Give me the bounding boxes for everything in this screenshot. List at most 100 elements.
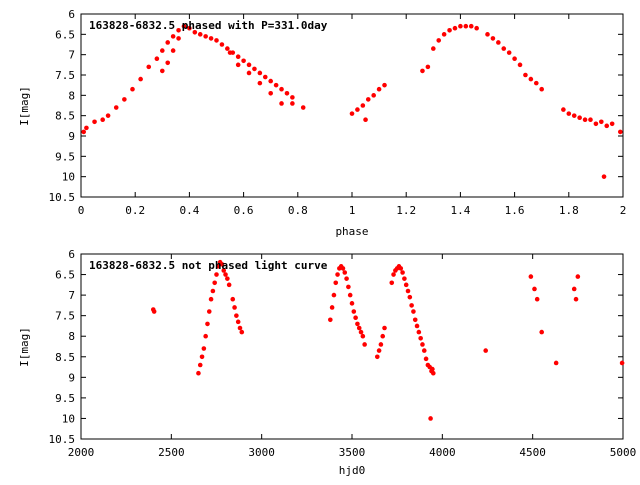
- y-tick-label: 7: [68, 49, 75, 62]
- data-point: [160, 68, 165, 74]
- data-point: [192, 30, 198, 35]
- data-point: [100, 117, 105, 123]
- data-point: [528, 76, 534, 82]
- data-point: [201, 346, 207, 351]
- data-point: [533, 80, 539, 86]
- data-point: [355, 107, 360, 112]
- data-point: [539, 329, 544, 335]
- data-point: [604, 123, 610, 129]
- data-point: [351, 309, 357, 314]
- data-point: [344, 276, 349, 281]
- data-point: [214, 38, 219, 43]
- y-tick-label: 9: [68, 371, 75, 384]
- data-point: [235, 62, 241, 68]
- data-point: [420, 342, 425, 347]
- data-point: [246, 70, 252, 76]
- data-point: [436, 38, 442, 43]
- data-point: [105, 113, 111, 118]
- data-point: [290, 95, 295, 100]
- data-point: [268, 78, 274, 84]
- x-tick-label: 0.4: [179, 204, 199, 217]
- x-tick-label: 3500: [339, 446, 366, 459]
- data-point: [235, 54, 241, 59]
- data-point: [358, 329, 364, 335]
- data-point: [237, 325, 243, 331]
- data-point: [619, 360, 625, 366]
- y-tick-label: 8.5: [55, 110, 75, 123]
- data-point: [425, 64, 431, 70]
- data-point: [81, 129, 87, 135]
- data-point: [360, 103, 366, 108]
- data-point: [423, 356, 429, 362]
- data-point: [340, 266, 346, 271]
- data-point: [146, 64, 152, 70]
- y-tick-label: 10: [62, 171, 75, 184]
- data-point: [262, 74, 268, 80]
- data-point: [571, 113, 577, 118]
- data-point: [347, 292, 353, 298]
- data-point: [331, 292, 337, 298]
- data-point: [203, 333, 208, 339]
- plot-area-frame: [80, 253, 624, 440]
- data-point: [257, 80, 263, 86]
- data-point: [197, 362, 203, 368]
- data-point: [407, 294, 413, 300]
- data-point: [208, 296, 214, 302]
- data-point: [353, 315, 358, 321]
- data-point: [225, 46, 230, 51]
- data-point: [421, 348, 427, 353]
- data-point: [405, 288, 411, 294]
- data-point: [418, 335, 423, 341]
- data-point: [483, 348, 488, 353]
- data-point: [181, 23, 187, 29]
- y-tick-label: 6: [68, 8, 75, 21]
- data-point: [566, 111, 572, 116]
- x-tick-label: 2: [620, 204, 627, 217]
- data-point: [376, 86, 382, 92]
- data-point: [219, 42, 225, 47]
- data-point: [221, 268, 227, 273]
- x-tick-label: 4500: [519, 446, 546, 459]
- x-tick-label: 0: [78, 204, 85, 217]
- x-tick-label: 0.6: [234, 204, 254, 217]
- data-point: [365, 97, 371, 102]
- data-point: [428, 416, 433, 421]
- data-point: [210, 288, 216, 294]
- data-point: [588, 117, 593, 123]
- x-tick-label: 3000: [248, 446, 275, 459]
- data-point: [447, 27, 452, 33]
- data-point: [273, 82, 279, 88]
- data-point: [216, 264, 221, 269]
- data-point: [122, 97, 127, 102]
- data-point: [92, 119, 97, 125]
- data-point: [349, 301, 355, 306]
- data-point: [382, 82, 387, 88]
- data-point: [165, 60, 171, 66]
- x-tick-label: 2500: [158, 446, 185, 459]
- data-point: [458, 23, 463, 29]
- axis-ticks: 2000 2500 3000 3500 4000 4500 5000 6 6.5 7 7.5 8 8.5…: [49, 248, 637, 459]
- data-point: [528, 274, 534, 279]
- y-tick-label: 9: [68, 130, 75, 143]
- data-point: [335, 272, 340, 277]
- x-axis-label: phase: [335, 225, 368, 238]
- data-point: [601, 174, 607, 179]
- y-tick-label: 6.5: [55, 28, 75, 41]
- data-point: [203, 34, 208, 39]
- data-point: [474, 25, 479, 31]
- data-point: [391, 272, 396, 277]
- data-point: [599, 119, 604, 125]
- x-tick-label: 1.4: [450, 204, 470, 217]
- data-point: [523, 72, 528, 78]
- data-point: [431, 46, 436, 51]
- unphased-light-curve-panel: 2000 2500 3000 3500 4000 4500 5000 6 6.5 7 7.5 8 8.5…: [18, 248, 636, 477]
- data-point: [130, 86, 135, 92]
- y-tick-label: 8: [68, 89, 75, 102]
- data-point: [241, 58, 246, 64]
- data-point: [412, 317, 418, 323]
- data-point: [232, 305, 237, 310]
- data-point: [219, 261, 225, 267]
- data-point: [199, 354, 205, 360]
- data-point: [362, 342, 367, 347]
